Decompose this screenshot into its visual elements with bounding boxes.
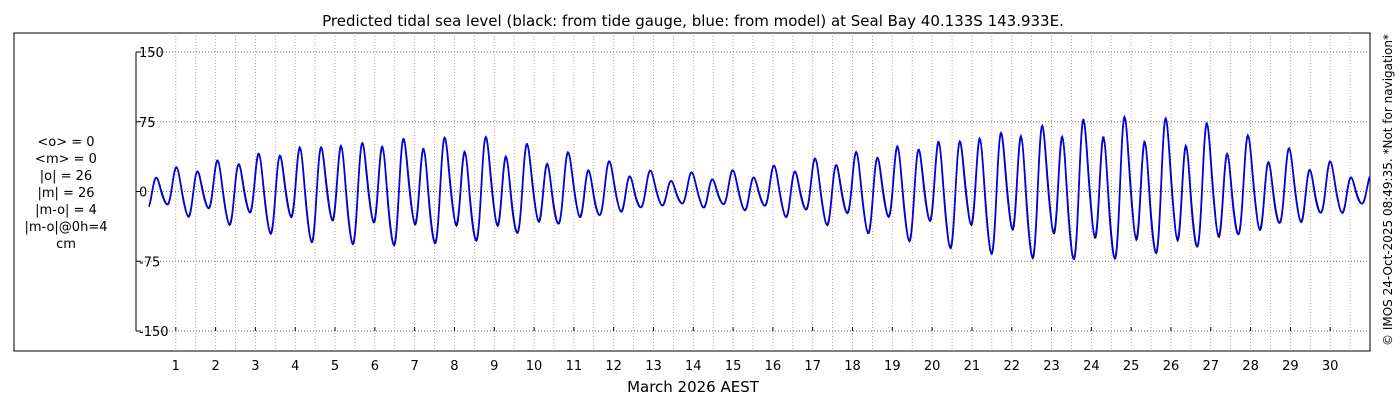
grid: [136, 33, 1370, 351]
x-tick-label: 27: [1203, 359, 1220, 374]
x-tick-label: 17: [804, 359, 821, 374]
x-tick-label: 19: [884, 359, 901, 374]
x-tick-label: 7: [411, 359, 419, 374]
y-tick-label: -75: [139, 255, 160, 270]
x-tick-label: 15: [725, 359, 742, 374]
y-tick-label: 0: [139, 186, 147, 201]
x-tick-label: 26: [1163, 359, 1180, 374]
x-tick-label: 1: [172, 359, 180, 374]
x-tick-label: 3: [251, 359, 259, 374]
x-tick-label: 14: [685, 359, 702, 374]
x-tick-label: 2: [211, 359, 219, 374]
x-tick-label: 16: [765, 359, 782, 374]
series: [148, 114, 1371, 261]
y-axis-ticks: 150 75 0 -75 -150: [136, 46, 169, 340]
x-axis-ticks: 1 2 3 4 5 6 7 8 9 10 11 12 13 14 15 16 17 18 19 20 21 22 23 24 2…: [172, 327, 1339, 374]
chart-title: Predicted tidal sea level (black: from t…: [322, 12, 1064, 30]
y-tick-label: 75: [139, 116, 156, 131]
x-tick-label: 4: [291, 359, 299, 374]
x-tick-label: 21: [964, 359, 981, 374]
credit-text: © IMOS 24-Oct-2025 08:49:35. *Not for na…: [1381, 34, 1395, 346]
x-tick-label: 24: [1083, 359, 1100, 374]
stat-line: cm: [56, 237, 76, 252]
x-axis-label: March 2026 AEST: [627, 378, 760, 396]
stat-line: |m-o| = 4: [35, 203, 97, 218]
x-tick-label: 9: [490, 359, 498, 374]
x-tick-label: 30: [1322, 359, 1339, 374]
x-tick-label: 23: [1043, 359, 1060, 374]
x-tick-label: 6: [371, 359, 379, 374]
stat-line: |m| = 26: [37, 186, 94, 201]
x-tick-label: 12: [605, 359, 622, 374]
stat-line: |m-o|@0h=4: [25, 220, 108, 235]
x-tick-label: 28: [1242, 359, 1259, 374]
stat-line: |o| = 26: [40, 169, 92, 184]
x-tick-label: 8: [450, 359, 458, 374]
series-line: [148, 114, 1371, 261]
x-tick-label: 11: [566, 359, 583, 374]
x-tick-label: 5: [331, 359, 339, 374]
y-tick-label: 150: [139, 46, 164, 61]
series-line: [148, 115, 1371, 261]
stat-line: <m> = 0: [35, 152, 97, 167]
x-tick-label: 10: [526, 359, 543, 374]
stat-line: <o> = 0: [37, 135, 94, 150]
x-tick-label: 22: [1003, 359, 1020, 374]
y-tick-label: -150: [139, 325, 169, 340]
x-tick-label: 18: [844, 359, 861, 374]
x-tick-label: 20: [924, 359, 941, 374]
x-tick-label: 25: [1123, 359, 1140, 374]
x-tick-label: 29: [1282, 359, 1299, 374]
stats-panel: <o> = 0 <m> = 0 |o| = 26 |m| = 26 |m-o| = 4 |…: [25, 135, 108, 252]
x-tick-label: 13: [645, 359, 662, 374]
